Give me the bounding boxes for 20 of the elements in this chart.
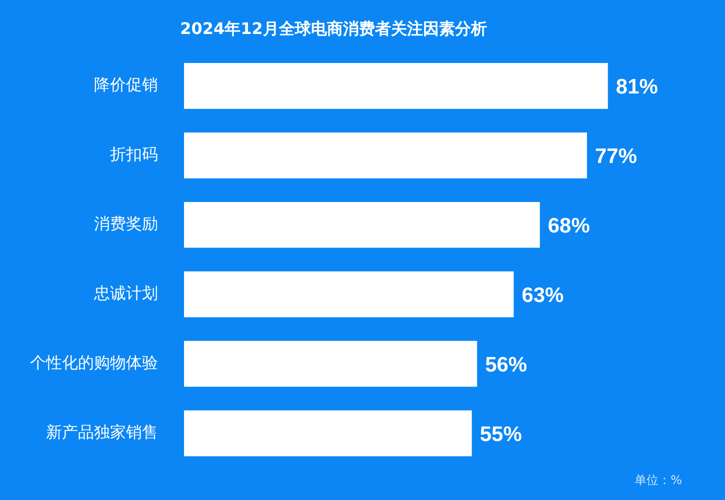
y-tick-label: 降价促销	[94, 75, 158, 94]
text: 单位：%	[634, 473, 682, 488]
y-tick-label: 新产品独家销售	[46, 422, 158, 442]
bar	[184, 410, 472, 456]
data-label: 68%	[548, 214, 590, 238]
bar	[184, 340, 478, 387]
bar	[184, 271, 514, 318]
data-label: 55%	[480, 423, 522, 446]
data-label: 81%	[616, 76, 658, 99]
data-label: 56%	[485, 354, 528, 377]
y-tick-label: 折扣码	[110, 144, 158, 164]
bar	[184, 132, 587, 178]
chart-title: 2024年12月全球电商消费者关注因素分析	[180, 18, 487, 38]
data-label: 63%	[522, 284, 564, 308]
bar	[184, 202, 540, 248]
bar	[184, 63, 608, 109]
y-tick-label: 忠诚计划	[93, 283, 158, 302]
y-tick-label: 个性化的购物体验	[30, 352, 158, 372]
data-label: 77%	[594, 145, 638, 168]
y-tick-label: 消费奖励	[94, 214, 158, 234]
